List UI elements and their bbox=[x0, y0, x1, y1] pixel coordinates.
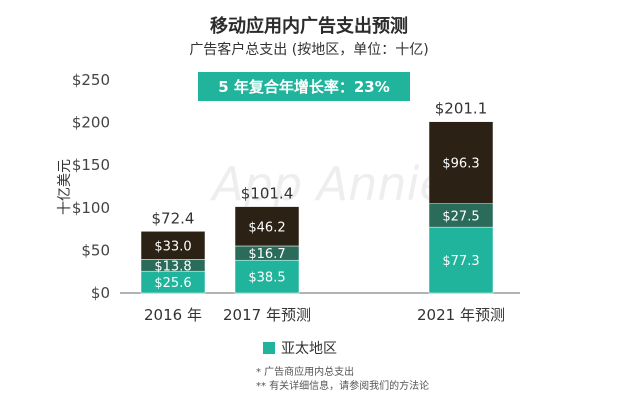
y-tick-label: $0 bbox=[91, 284, 110, 302]
chart-subtitle: 广告客户总支出 (按地区，单位：十亿) bbox=[189, 42, 429, 58]
footnote-1: * 广告商应用内总支出 bbox=[256, 367, 355, 378]
bar-segment-label: $13.8 bbox=[154, 259, 191, 274]
y-tick-label: $250 bbox=[72, 71, 110, 89]
x-category-label: 2017 年预测 bbox=[223, 306, 311, 324]
y-tick-label: $150 bbox=[72, 156, 110, 174]
cagr-banner: 5 年复合年增长率：23% bbox=[198, 72, 410, 101]
watermark: App Annie bbox=[209, 157, 447, 211]
y-axis-label: 十亿美元 bbox=[57, 159, 73, 215]
bar-total-label: $201.1 bbox=[435, 100, 488, 118]
bar-segment-label: $77.3 bbox=[442, 254, 479, 269]
bar-segment-label: $96.3 bbox=[442, 157, 479, 172]
bar-segment bbox=[234, 259, 300, 294]
bar-segment-label: $46.2 bbox=[248, 220, 285, 235]
x-category-label: 2016 年 bbox=[144, 306, 202, 324]
y-tick-label: $200 bbox=[72, 114, 110, 132]
legend: 亚太地区 bbox=[263, 338, 337, 358]
bar-segment-label: $27.5 bbox=[442, 209, 479, 224]
bar-segment bbox=[428, 121, 494, 204]
x-category-label: 2021 年预测 bbox=[417, 306, 505, 324]
bar-segment-label: $25.6 bbox=[154, 276, 191, 291]
bar-total-label: $101.4 bbox=[241, 185, 294, 203]
bar-segment-label: $33.0 bbox=[154, 239, 191, 254]
bar-segment bbox=[140, 231, 206, 260]
chart-title: 移动应用内广告支出预测 bbox=[210, 16, 408, 37]
bar-segment bbox=[234, 206, 300, 247]
bar-segment-label: $38.5 bbox=[248, 271, 285, 286]
y-tick-label: $50 bbox=[81, 241, 110, 259]
bar-segment-label: $16.7 bbox=[248, 247, 285, 262]
legend-swatch bbox=[263, 342, 275, 354]
y-tick-label: $100 bbox=[72, 199, 110, 217]
legend-label: 亚太地区 bbox=[281, 341, 337, 357]
bar-total-label: $72.4 bbox=[152, 209, 195, 227]
footnote-2: ** 有关详细信息，请参阅我们的方法论 bbox=[256, 381, 430, 392]
